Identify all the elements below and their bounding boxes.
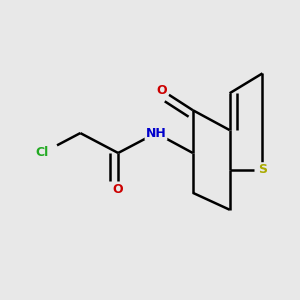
Text: Cl: Cl	[36, 146, 49, 160]
Text: O: O	[113, 183, 124, 196]
Text: NH: NH	[146, 127, 166, 140]
Text: S: S	[258, 164, 267, 176]
Text: O: O	[157, 84, 167, 97]
